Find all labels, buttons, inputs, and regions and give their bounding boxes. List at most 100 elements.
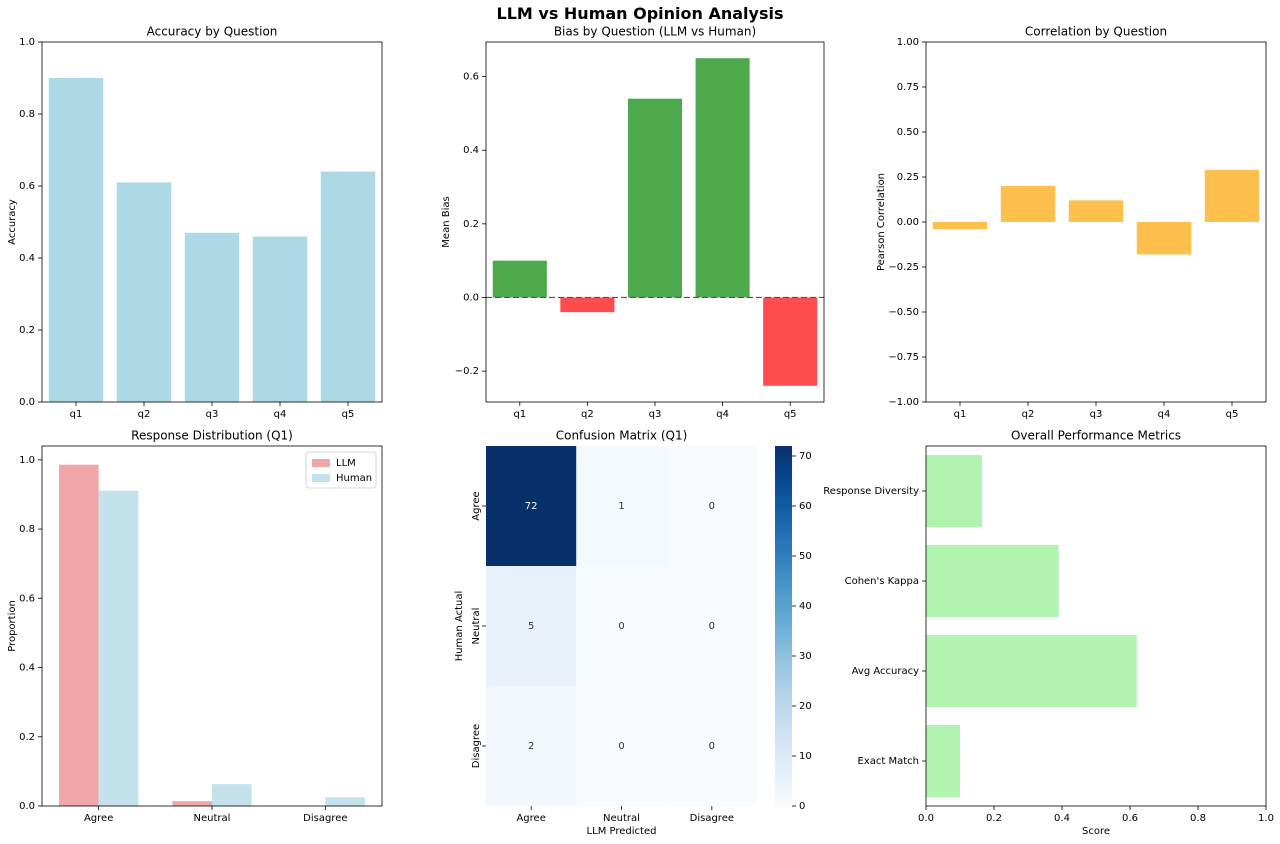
y-tick-label: −0.25	[888, 262, 919, 273]
cell-value-label: 72	[525, 501, 538, 512]
bar	[492, 260, 547, 298]
x-tick-label: 0.4	[1054, 813, 1070, 824]
y-tick-label: −0.2	[455, 366, 479, 377]
bar	[212, 784, 252, 806]
colorbar-tick-label: 70	[799, 451, 812, 462]
x-tick-label: Neutral	[194, 813, 231, 824]
y-tick-label: −1.00	[888, 397, 919, 408]
y-tick-label: 0.50	[897, 127, 919, 138]
x-tick-label: q4	[1158, 409, 1171, 420]
x-tick-label: q2	[138, 409, 151, 420]
bar	[59, 464, 99, 806]
cell-value-label: 0	[709, 621, 715, 632]
heatmap-cell	[666, 446, 757, 566]
y-tick-label: 0.75	[897, 82, 919, 93]
y-tick-label: Response Diversity	[823, 486, 919, 497]
cell-value-label: 2	[528, 741, 534, 752]
heatmap-cell	[576, 686, 667, 806]
x-tick-label: q2	[581, 409, 594, 420]
y-tick-label: Neutral	[471, 608, 482, 645]
bar	[48, 78, 104, 402]
heatmap-cell	[666, 566, 757, 686]
colorbar-tick-label: 20	[799, 701, 812, 712]
plot-frame	[925, 445, 1267, 807]
y-tick-label: 0.2	[19, 325, 35, 336]
chart-title: Correlation by Question	[1025, 25, 1167, 39]
y-tick-label: 0.4	[19, 663, 35, 674]
bar	[1136, 222, 1192, 255]
colorbar-tick-label: 30	[799, 651, 812, 662]
bar	[184, 232, 240, 402]
heatmap-cell	[486, 446, 577, 566]
y-tick-label: Avg Accuracy	[852, 666, 919, 677]
y-tick-label: 0.8	[19, 109, 35, 120]
bar	[116, 182, 172, 402]
y-axis-label: Human Actual	[454, 591, 465, 662]
y-tick-label: 0.2	[463, 219, 479, 230]
bar	[932, 222, 988, 230]
x-tick-label: q1	[954, 409, 967, 420]
legend-swatch	[312, 459, 330, 467]
bar	[560, 297, 615, 313]
y-tick-label: 0.6	[19, 593, 35, 604]
bar	[926, 545, 1059, 617]
y-tick-label: Exact Match	[858, 756, 919, 767]
x-tick-label: 0.0	[918, 813, 934, 824]
bar	[926, 455, 983, 527]
colorbar-tick-label: 0	[799, 801, 805, 812]
bar	[98, 490, 139, 806]
x-tick-label: q5	[1226, 409, 1239, 420]
heatmap-cell	[486, 686, 577, 806]
x-tick-label: q4	[274, 409, 287, 420]
bar	[763, 297, 818, 386]
x-tick-label: q5	[342, 409, 355, 420]
colorbar-tick-label: 10	[799, 751, 812, 762]
chart-title: Accuracy by Question	[147, 25, 278, 39]
cell-value-label: 0	[709, 501, 715, 512]
x-tick-label: 1.0	[1258, 813, 1274, 824]
cell-value-label: 0	[618, 741, 624, 752]
x-tick-label: q4	[716, 409, 729, 420]
legend-label: LLM	[336, 458, 356, 469]
bar	[320, 171, 376, 402]
colorbar-tick-label: 60	[799, 501, 812, 512]
x-tick-label: Agree	[84, 813, 113, 824]
y-tick-label: 0.2	[19, 732, 35, 743]
x-tick-label: 0.6	[1122, 813, 1138, 824]
y-tick-label: 1.0	[19, 37, 35, 48]
figure-title: LLM vs Human Opinion Analysis	[496, 4, 784, 23]
cell-value-label: 5	[528, 621, 534, 632]
y-tick-label: 0.4	[463, 145, 479, 156]
y-tick-label: 1.0	[19, 455, 35, 466]
x-tick-label: q2	[1022, 409, 1035, 420]
chart-title: Confusion Matrix (Q1)	[556, 429, 688, 443]
x-tick-label: q3	[1090, 409, 1103, 420]
bar	[695, 58, 750, 298]
bar	[172, 801, 212, 806]
bar	[325, 797, 365, 806]
x-tick-label: 0.8	[1190, 813, 1206, 824]
y-axis-label: Accuracy	[7, 199, 18, 245]
y-tick-label: 0.25	[897, 172, 919, 183]
chart-title: Bias by Question (LLM vs Human)	[554, 25, 756, 39]
y-axis-label: Proportion	[7, 600, 18, 652]
y-tick-label: 1.00	[897, 37, 919, 48]
x-tick-label: q1	[70, 409, 83, 420]
heatmap-cell	[486, 566, 577, 686]
chart-title: Overall Performance Metrics	[1011, 429, 1181, 443]
x-tick-label: Disagree	[303, 813, 347, 824]
heatmap-cell	[576, 446, 667, 566]
x-tick-label: Disagree	[690, 813, 734, 824]
x-tick-label: q3	[649, 409, 662, 420]
bar	[1068, 200, 1124, 222]
x-tick-label: q3	[206, 409, 219, 420]
y-axis-label: Pearson Correlation	[876, 173, 887, 271]
x-tick-label: Neutral	[603, 813, 640, 824]
x-tick-label: Agree	[516, 813, 545, 824]
y-tick-label: 0.6	[463, 72, 479, 83]
x-axis-label: Score	[1082, 826, 1110, 837]
x-tick-label: q5	[784, 409, 797, 420]
y-tick-label: Cohen's Kappa	[845, 576, 919, 587]
colorbar-tick-label: 40	[799, 601, 812, 612]
